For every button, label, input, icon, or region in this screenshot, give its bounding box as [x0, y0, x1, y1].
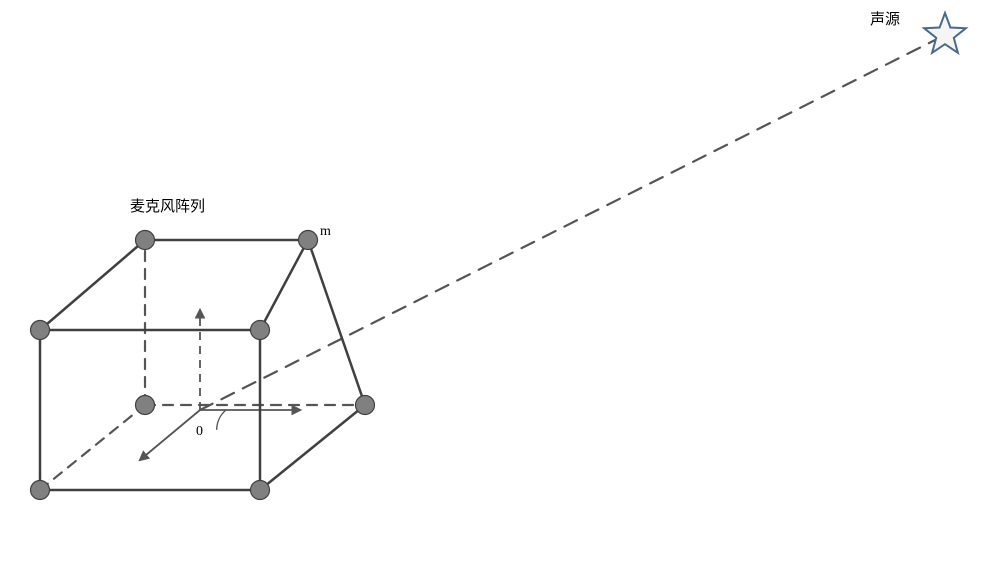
angle-arc — [217, 410, 226, 430]
cube-edge-6 — [260, 240, 308, 330]
ray-origin-to-source — [200, 35, 945, 410]
cube-edge-8 — [260, 405, 365, 490]
mic-node-C — [136, 396, 155, 415]
mic-node-G — [136, 231, 155, 250]
axis-y — [140, 410, 200, 460]
mic-node-B — [251, 481, 270, 500]
cube-edge-7 — [308, 240, 365, 405]
sound-source-star-icon — [924, 13, 966, 53]
origin-label: 0 — [196, 424, 203, 440]
m-label: m — [320, 224, 331, 240]
array-label: 麦克风阵列 — [130, 195, 205, 216]
diagram-canvas — [0, 0, 1000, 563]
cube-edge-4 — [40, 240, 145, 330]
cube-edge-hidden-0 — [40, 405, 145, 490]
mic-node-E — [31, 321, 50, 340]
mic-node-F — [251, 321, 270, 340]
sound-source-label: 声源 — [870, 8, 900, 29]
mic-node-A — [31, 481, 50, 500]
mic-node-H — [299, 231, 318, 250]
mic-node-D — [356, 396, 375, 415]
